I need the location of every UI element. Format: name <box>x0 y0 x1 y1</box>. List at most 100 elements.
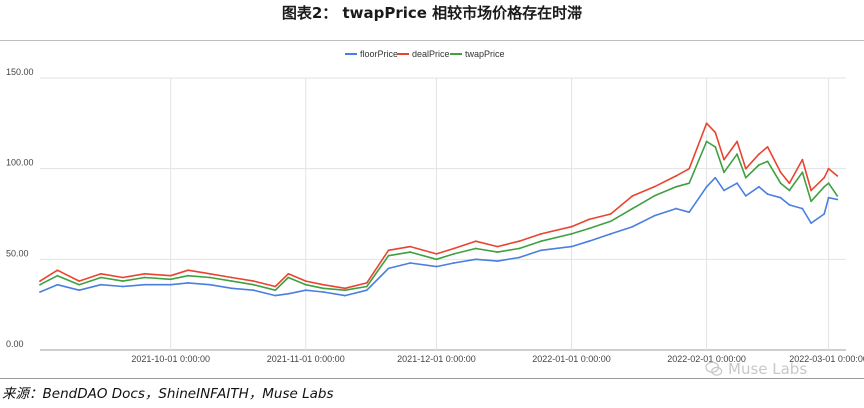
data-point-floorPrice <box>801 207 804 210</box>
data-point-twapPrice <box>744 176 747 179</box>
data-point-floorPrice <box>187 282 190 284</box>
watermark: Muse Labs <box>705 360 807 378</box>
data-point-twapPrice <box>827 182 830 185</box>
data-point-floorPrice <box>474 258 477 261</box>
data-point-floorPrice <box>570 245 573 248</box>
data-point-dealPrice <box>744 167 747 170</box>
data-point-dealPrice <box>801 158 804 161</box>
data-point-twapPrice <box>274 289 277 292</box>
data-point-twapPrice <box>779 182 782 185</box>
y-tick-label: 150.00 <box>6 67 34 77</box>
data-point-dealPrice <box>518 240 521 243</box>
data-point-floorPrice <box>653 214 656 217</box>
data-point-twapPrice <box>653 194 656 197</box>
data-point-twapPrice <box>570 233 573 235</box>
data-point-twapPrice <box>474 247 477 250</box>
chart-svg: floorPrice dealPrice twapPrice 0.00 50.00 10… <box>6 49 864 364</box>
data-point-floorPrice <box>287 292 290 295</box>
data-point-floorPrice <box>736 182 738 185</box>
data-point-dealPrice <box>723 158 725 161</box>
data-point-dealPrice <box>252 280 255 282</box>
data-point-twapPrice <box>518 247 521 250</box>
tick-labels: 0.00 50.00 100.00 150.00 2021-10-01 0:00:00 2… <box>6 67 864 364</box>
data-point-floorPrice <box>540 249 542 252</box>
data-point-dealPrice <box>705 122 708 125</box>
data-point-dealPrice <box>230 276 233 279</box>
data-point-dealPrice <box>675 175 677 177</box>
data-point-floorPrice <box>688 211 691 214</box>
data-point-twapPrice <box>810 200 813 203</box>
data-point-twapPrice <box>100 276 102 279</box>
data-point-floorPrice <box>344 294 346 297</box>
data-point-floorPrice <box>518 256 521 259</box>
x-tick-label: 2021-10-01 0:00:00 <box>131 354 210 364</box>
data-point-twapPrice <box>143 276 146 279</box>
data-point-floorPrice <box>705 185 708 188</box>
data-point-floorPrice <box>823 213 826 215</box>
data-point-floorPrice <box>810 222 813 224</box>
data-point-twapPrice <box>714 146 717 148</box>
data-point-dealPrice <box>287 272 290 275</box>
data-point-dealPrice <box>322 283 325 286</box>
data-point-dealPrice <box>688 167 691 170</box>
data-point-twapPrice <box>736 153 738 156</box>
series-layer <box>39 122 839 297</box>
data-point-twapPrice <box>344 289 346 292</box>
y-tick-label: 0.00 <box>6 339 24 349</box>
data-point-floorPrice <box>452 262 455 264</box>
series-line-dealPrice <box>39 122 838 290</box>
data-point-floorPrice <box>827 196 830 199</box>
data-point-floorPrice <box>39 291 41 293</box>
data-point-floorPrice <box>788 204 791 206</box>
data-point-dealPrice <box>766 146 769 148</box>
data-point-twapPrice <box>187 274 190 277</box>
data-point-floorPrice <box>304 289 307 292</box>
source-note: 来源：BendDAO Docs，ShineINFAITH，Muse Labs <box>2 386 334 402</box>
data-point-dealPrice <box>736 140 738 143</box>
data-point-floorPrice <box>121 285 124 288</box>
watermark-text: Muse Labs <box>728 360 808 378</box>
data-point-twapPrice <box>409 251 412 253</box>
data-point-twapPrice <box>252 283 255 286</box>
data-point-twapPrice <box>78 283 81 286</box>
data-point-dealPrice <box>827 167 830 170</box>
data-point-floorPrice <box>387 267 390 270</box>
data-point-floorPrice <box>252 289 255 292</box>
data-point-dealPrice <box>78 280 81 282</box>
grid-layer <box>40 77 846 351</box>
legend-label-dealPrice: dealPrice <box>412 49 450 59</box>
x-tick-label: 2022-01-01 0:00:00 <box>532 354 611 364</box>
data-point-twapPrice <box>169 278 172 281</box>
data-point-floorPrice <box>588 240 590 243</box>
data-point-floorPrice <box>714 176 717 179</box>
bottom-divider <box>0 378 864 379</box>
data-point-dealPrice <box>365 282 368 284</box>
data-point-floorPrice <box>143 283 146 286</box>
data-point-dealPrice <box>169 274 172 277</box>
data-point-twapPrice <box>39 283 41 286</box>
data-point-floorPrice <box>209 283 211 286</box>
y-tick-label: 50.00 <box>6 248 29 258</box>
data-point-dealPrice <box>836 175 839 177</box>
x-tick-label: 2021-12-01 0:00:00 <box>397 354 476 364</box>
data-point-dealPrice <box>304 280 307 282</box>
data-point-dealPrice <box>653 185 656 188</box>
data-point-twapPrice <box>365 285 368 288</box>
data-point-twapPrice <box>387 254 390 257</box>
data-point-twapPrice <box>823 185 826 188</box>
data-point-twapPrice <box>705 140 708 143</box>
data-point-floorPrice <box>631 225 634 228</box>
data-point-dealPrice <box>209 272 211 275</box>
data-point-twapPrice <box>322 287 325 290</box>
data-point-twapPrice <box>452 252 455 255</box>
data-point-twapPrice <box>287 276 290 279</box>
x-tick-label: 2021-11-01 0:00:00 <box>267 354 345 364</box>
data-point-dealPrice <box>779 171 782 174</box>
data-point-floorPrice <box>274 294 277 297</box>
data-point-twapPrice <box>757 164 760 166</box>
data-point-dealPrice <box>409 245 412 248</box>
series-line-twapPrice <box>39 140 838 291</box>
x-tick-label: 2022-03-01 0:00:00 <box>789 354 864 364</box>
data-point-twapPrice <box>56 274 59 277</box>
data-point-dealPrice <box>274 285 277 288</box>
